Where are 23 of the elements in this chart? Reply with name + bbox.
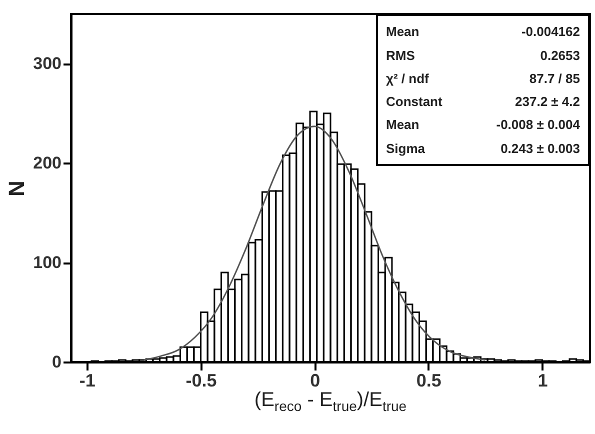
- annotation: 237.2 ± 4.2: [514, 94, 580, 110]
- annotation: -0.008 ± 0.004: [495, 117, 580, 132]
- annotation: Sigma: [386, 140, 426, 156]
- annotation: Mean: [386, 117, 420, 132]
- y-tick-label: 300: [33, 54, 62, 74]
- x-axis-title: (E$_{reco}$ - E$_{true}$)/E$_{true}$: [254, 389, 407, 414]
- annotation: χ² / ndf: [386, 70, 430, 86]
- y-tick-label: 200: [33, 154, 62, 173]
- x-tick-label: 0.5: [416, 370, 442, 390]
- annotation: -0.004162: [520, 24, 580, 40]
- x-tick-label: 1: [538, 370, 548, 390]
- annotation: 87.7 / 85: [528, 70, 580, 86]
- y-axis-title: N: [4, 180, 30, 196]
- annotation: RMS: [386, 48, 416, 63]
- x-tick-label: -0.5: [186, 370, 217, 390]
- annotation: 0.2653: [539, 48, 580, 63]
- x-tick-label: -1: [79, 370, 96, 390]
- annotation: 0.243 ± 0.003: [500, 140, 580, 156]
- annotation: Mean: [386, 24, 420, 40]
- x-tick-label: 0: [310, 370, 320, 390]
- y-tick-label: 100: [33, 253, 62, 272]
- annotation: Constant: [386, 94, 444, 110]
- y-tick-label: 0: [52, 352, 62, 372]
